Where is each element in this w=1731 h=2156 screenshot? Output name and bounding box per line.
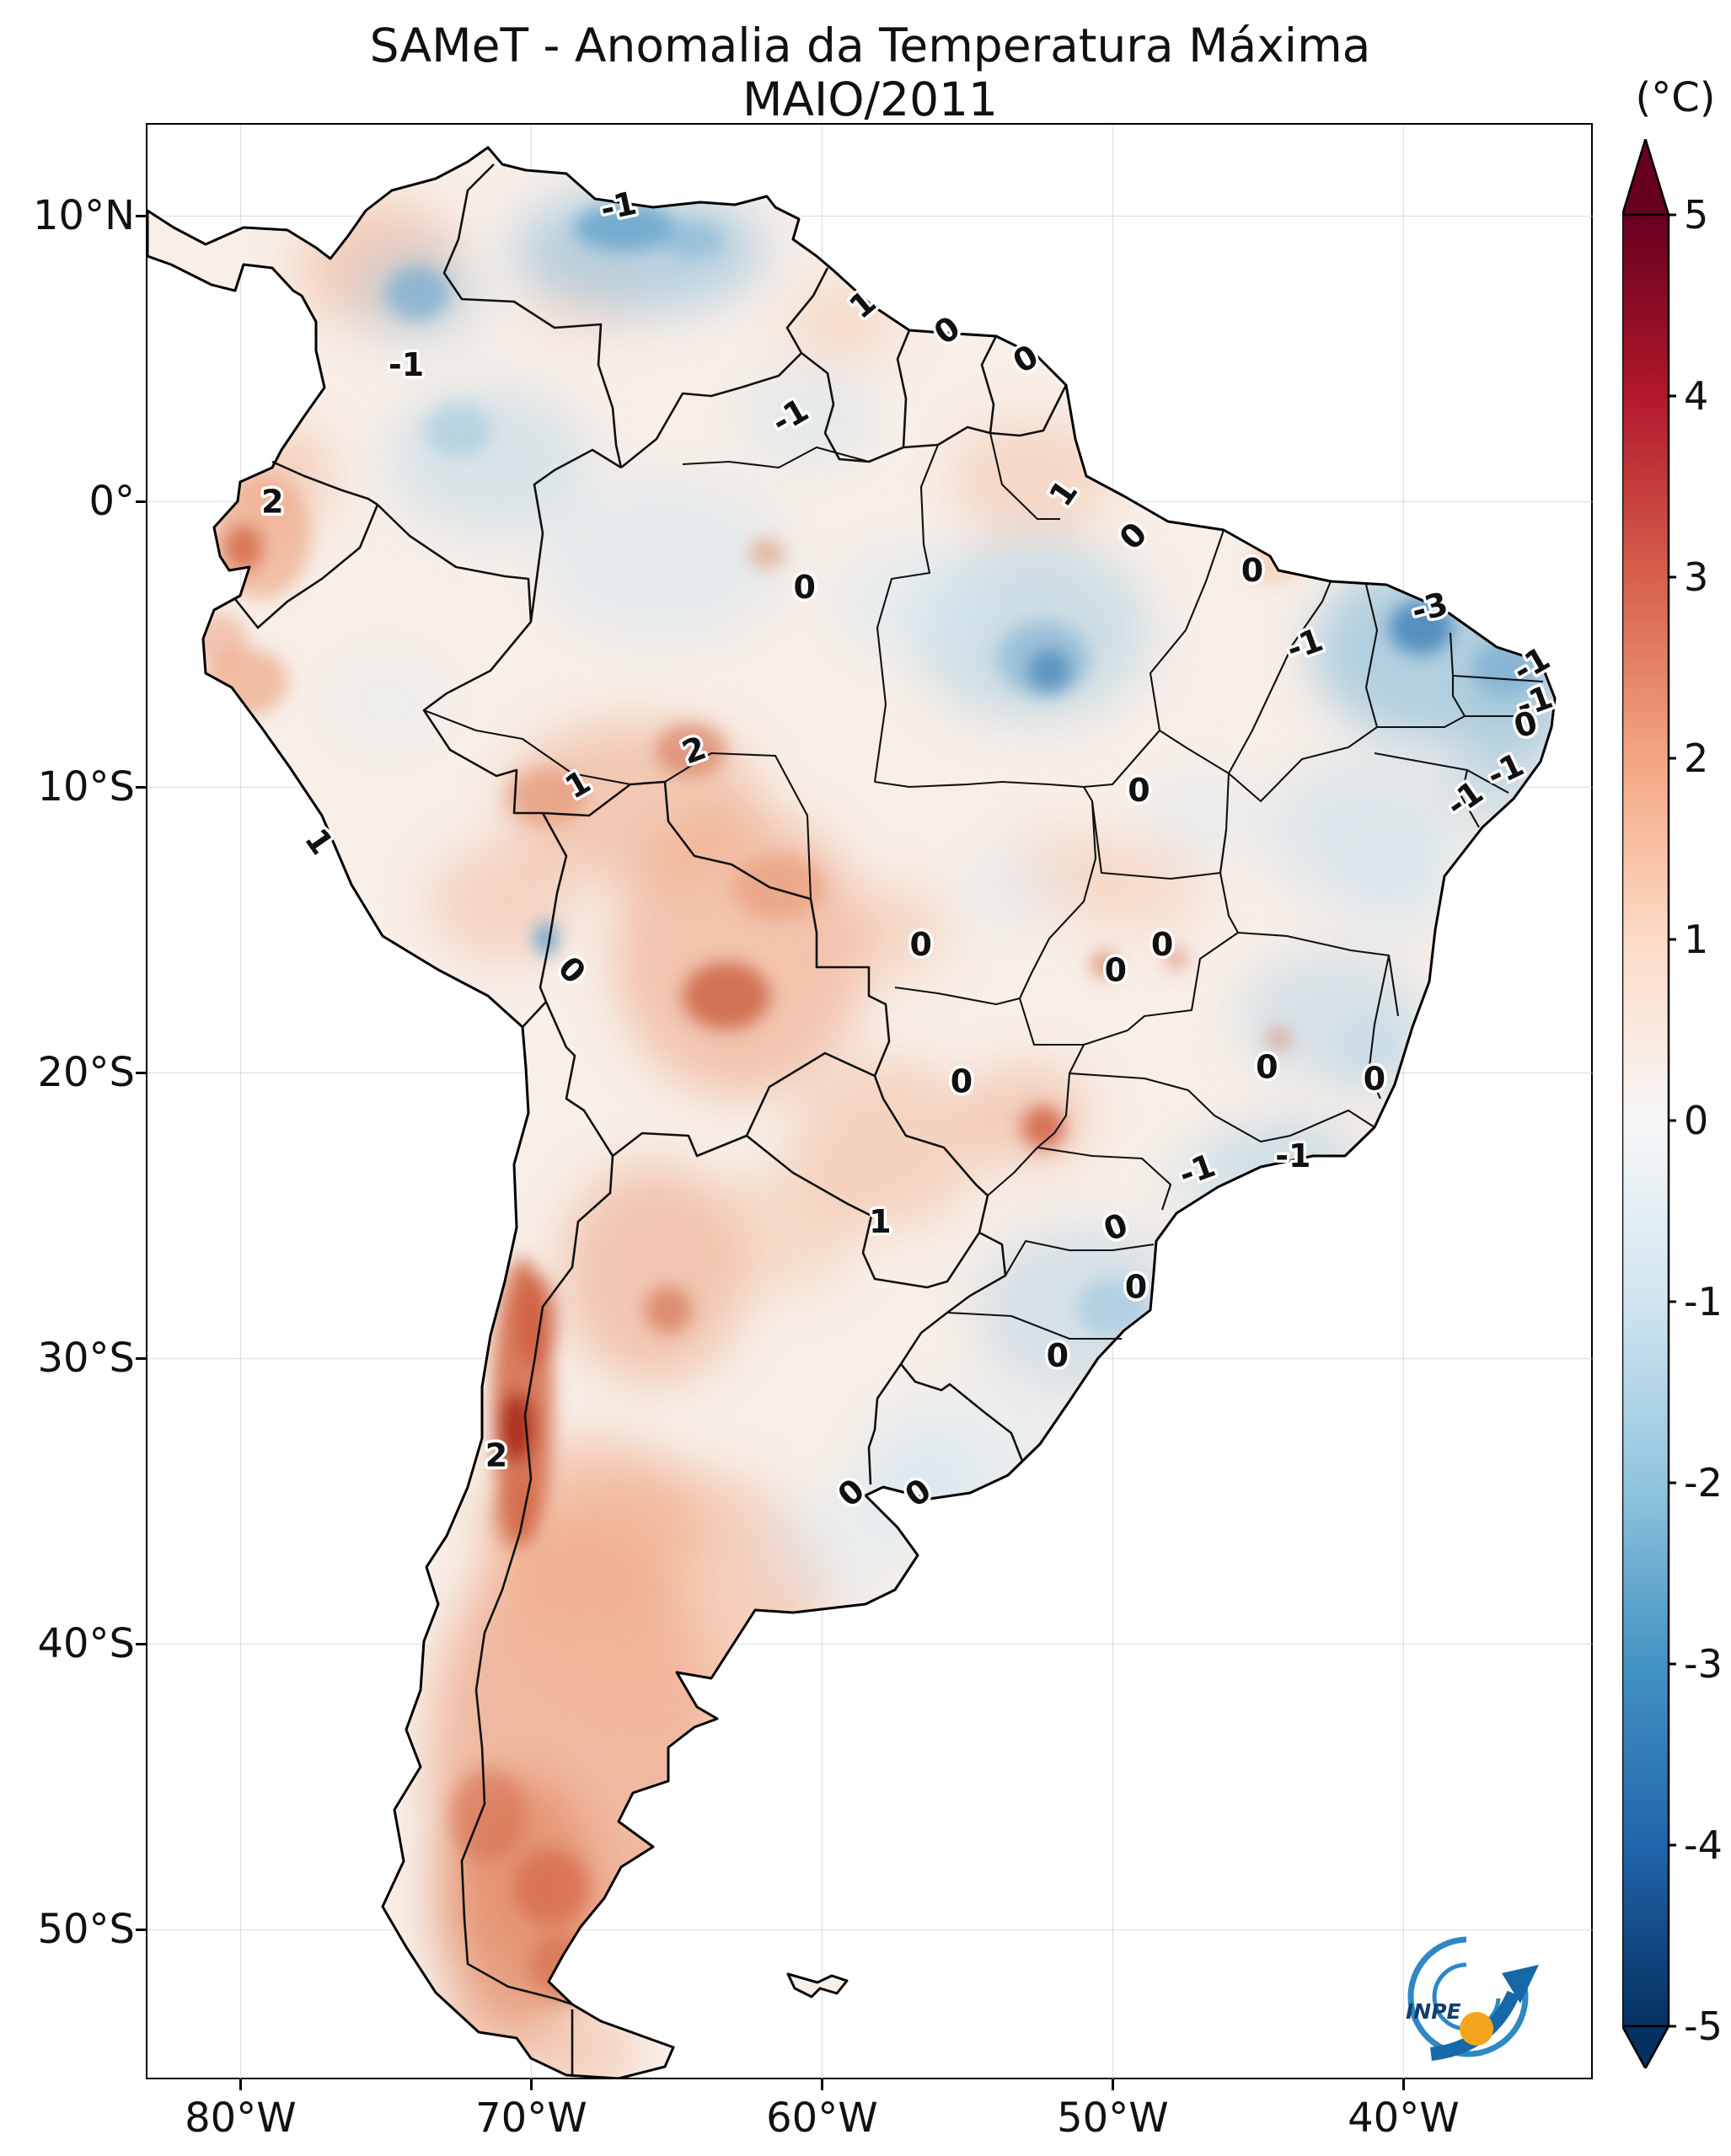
colorbar-tick-label: -3: [1684, 1641, 1723, 1687]
anomaly-value-label: 0: [1128, 772, 1150, 809]
anomaly-value-label: 2: [261, 484, 283, 521]
anomaly-value-label: 0: [1125, 1269, 1147, 1306]
coastline: [147, 146, 1557, 2079]
y-axis-tick-mark: [136, 1928, 147, 1931]
colorbar-tick-label: -1: [1684, 1279, 1723, 1324]
anomaly-value-label: 1: [869, 1203, 891, 1240]
colorbar-tick-label: -4: [1684, 1822, 1723, 1868]
y-axis-tick-mark: [136, 1642, 147, 1645]
anomaly-value-label: 0: [793, 569, 815, 606]
x-axis-tick-label: 40°W: [1348, 2094, 1460, 2142]
logo-arrow-head: [1502, 1965, 1539, 2004]
falkland-islands: [786, 1972, 849, 1998]
y-axis-tick-mark: [136, 214, 147, 217]
x-axis-tick-mark: [820, 2079, 823, 2090]
x-axis-tick-mark: [529, 2079, 533, 2090]
anomaly-value-label: 0: [1256, 1049, 1278, 1086]
x-axis-tick-label: 70°W: [475, 2094, 587, 2142]
inpe-logo: INPE: [1406, 1936, 1539, 2061]
page-subtitle: MAIO/2011: [742, 72, 999, 126]
colorbar-tick-label: 3: [1684, 554, 1709, 600]
logo-text: INPE: [1406, 1999, 1461, 2024]
colorbar-tick-label: 0: [1684, 1098, 1709, 1143]
y-axis-tick-label: 20°S: [37, 1049, 135, 1097]
colorbar-gradient: [1622, 213, 1670, 2028]
x-axis-tick-label: 50°W: [1057, 2094, 1169, 2142]
colorbar-tick-label: -2: [1684, 1460, 1723, 1506]
y-axis-tick-mark: [136, 500, 147, 503]
state-borders: [423, 432, 1544, 1340]
y-axis-tick-label: 30°S: [37, 1335, 135, 1383]
y-axis-tick-mark: [136, 1356, 147, 1360]
anomaly-value-label: 0: [1047, 1337, 1069, 1374]
logo-orange-dot: [1460, 2012, 1493, 2046]
colorbar-tick-label: 1: [1684, 917, 1709, 962]
colorbar-tick-label: 5: [1684, 192, 1709, 238]
anomaly-value-label: 0: [1105, 951, 1127, 988]
y-axis-tick-label: 10°S: [37, 763, 135, 811]
anomaly-value-label: -1: [389, 346, 424, 383]
colorbar-tick-label: 2: [1684, 736, 1709, 781]
plot-border: [146, 123, 1593, 2079]
y-axis-tick-mark: [136, 785, 147, 789]
anomaly-value-label: 0: [909, 926, 931, 963]
country-borders: [233, 163, 1068, 2075]
y-axis-tick-label: 50°S: [37, 1906, 135, 1954]
colorbar: [1622, 139, 1676, 2068]
colorbar-tick-label: -5: [1684, 2004, 1723, 2049]
colorbar-tick-label: 4: [1684, 373, 1709, 419]
anomaly-value-label: 0: [1241, 552, 1263, 589]
page-title: SAMeT - Anomalia da Temperatura Máxima: [369, 19, 1371, 72]
x-axis-tick-mark: [1401, 2079, 1405, 2090]
colorbar-tick-marks: [1669, 213, 1676, 2028]
anomaly-value-label: 0: [1364, 1060, 1385, 1097]
y-axis-tick-label: 0°: [88, 478, 135, 526]
x-axis-tick-label: 80°W: [185, 2094, 297, 2142]
colorbar-unit-label: (°C): [1635, 74, 1716, 121]
x-axis-tick-label: 60°W: [766, 2094, 878, 2142]
colorbar-under-arrow: [1622, 2025, 1671, 2068]
x-axis-tick-mark: [238, 2079, 242, 2090]
x-axis-tick-mark: [1111, 2079, 1114, 2090]
anomaly-value-label: 0: [951, 1063, 973, 1100]
y-axis-tick-label: 10°N: [33, 192, 135, 240]
anomaly-value-label: 0: [1151, 926, 1173, 963]
anomaly-value-label: 2: [485, 1437, 507, 1474]
y-axis-tick-mark: [136, 1071, 147, 1074]
anomaly-value-label: -1: [1275, 1137, 1310, 1174]
y-axis-tick-label: 40°S: [37, 1620, 135, 1668]
